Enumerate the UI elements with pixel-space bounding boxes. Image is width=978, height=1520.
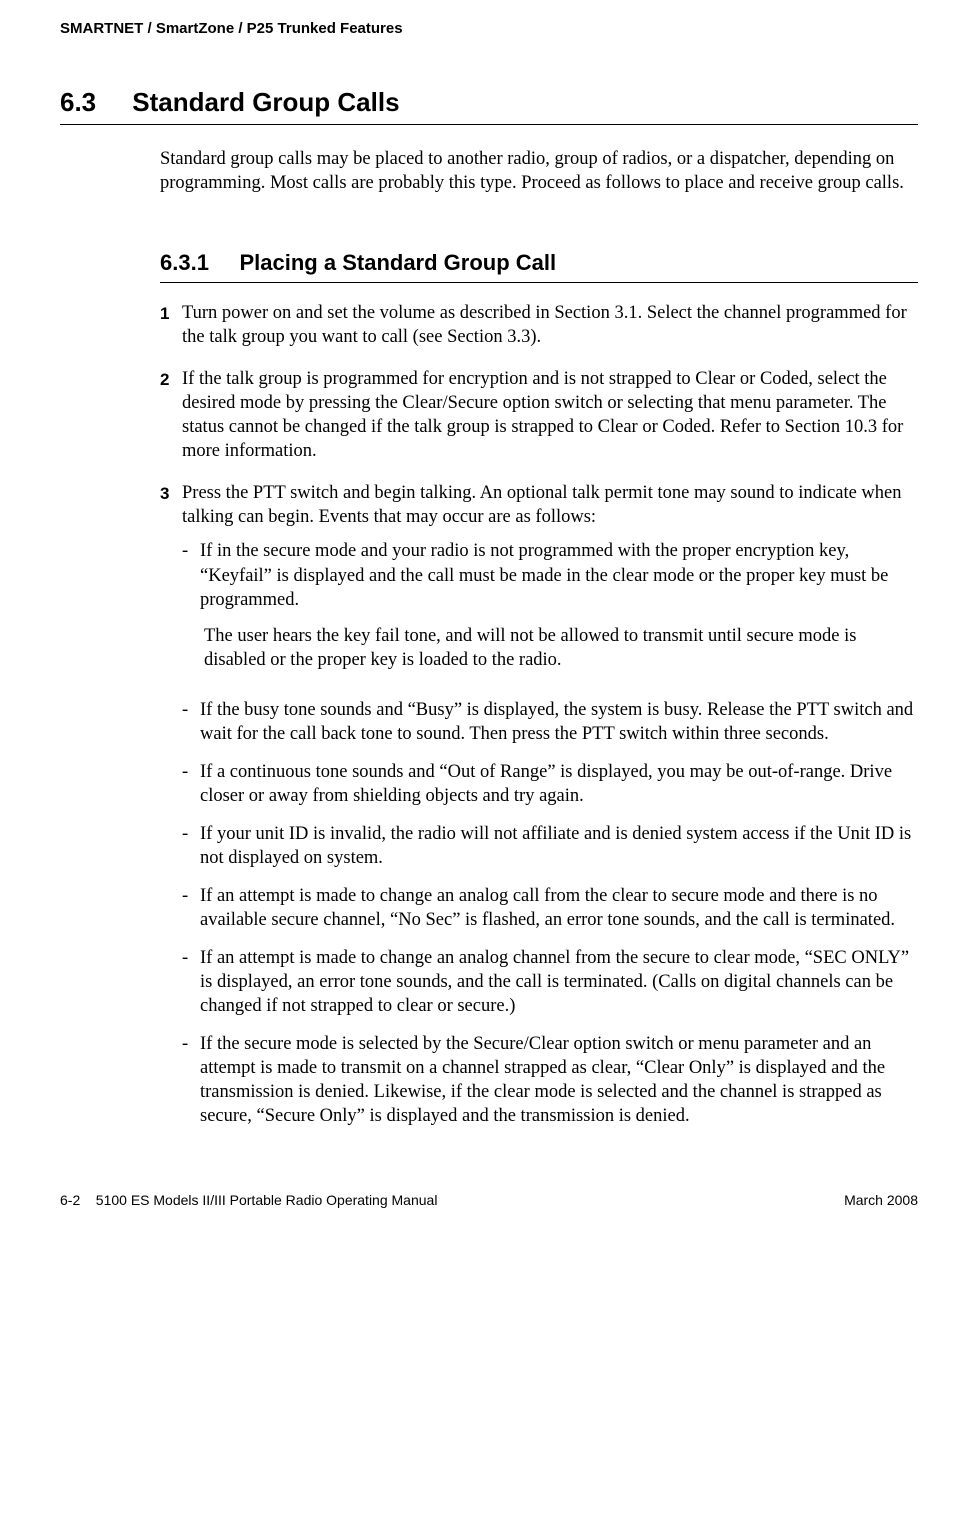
dash-item: - If the busy tone sounds and “Busy” is … [182, 698, 918, 746]
section-rule [60, 124, 918, 125]
dash-text: If in the secure mode and your radio is … [200, 541, 888, 609]
step: 2 If the talk group is programmed for en… [160, 367, 918, 463]
step-number: 1 [160, 301, 182, 349]
dash-bullet: - [182, 760, 200, 808]
footer-manual-title: 5100 ES Models II/III Portable Radio Ope… [96, 1192, 438, 1208]
subsection-rule [160, 282, 918, 283]
step: 3 Press the PTT switch and begin talking… [160, 481, 918, 1142]
subsection-number: 6.3.1 [160, 250, 209, 275]
step-text: If the talk group is programmed for encr… [182, 367, 918, 463]
dash-bullet: - [182, 539, 200, 683]
subsection-title: Placing a Standard Group Call [240, 250, 557, 275]
dash-text: If a continuous tone sounds and “Out of … [200, 760, 918, 808]
dash-bullet: - [182, 698, 200, 746]
step-text: Turn power on and set the volume as desc… [182, 301, 918, 349]
dash-bullet: - [182, 946, 200, 1018]
step-number: 3 [160, 481, 182, 1142]
section-intro: Standard group calls may be placed to an… [160, 147, 918, 195]
running-header: SMARTNET / SmartZone / P25 Trunked Featu… [60, 20, 918, 37]
dash-bullet: - [182, 822, 200, 870]
dash-item: - If the secure mode is selected by the … [182, 1032, 918, 1128]
dash-item: - If your unit ID is invalid, the radio … [182, 822, 918, 870]
dash-list: - If in the secure mode and your radio i… [182, 539, 918, 1128]
footer-page-number: 6-2 [60, 1192, 80, 1208]
section-number: 6.3 [60, 87, 96, 117]
step-number: 2 [160, 367, 182, 463]
subsection-heading: 6.3.1 Placing a Standard Group Call [160, 250, 918, 276]
dash-bullet: - [182, 1032, 200, 1128]
section-heading: 6.3 Standard Group Calls [60, 87, 918, 118]
dash-text: If an attempt is made to change an analo… [200, 946, 918, 1018]
page-footer: 6-2 5100 ES Models II/III Portable Radio… [60, 1192, 918, 1208]
page: SMARTNET / SmartZone / P25 Trunked Featu… [0, 0, 978, 1238]
dash-item: - If an attempt is made to change an ana… [182, 884, 918, 932]
section-title: Standard Group Calls [132, 87, 399, 117]
step-body: Press the PTT switch and begin talking. … [182, 481, 918, 1142]
dash-item: - If in the secure mode and your radio i… [182, 539, 918, 683]
dash-text: If the busy tone sounds and “Busy” is di… [200, 698, 918, 746]
step-text: Press the PTT switch and begin talking. … [182, 483, 902, 527]
dash-note: The user hears the key fail tone, and wi… [204, 624, 918, 672]
footer-left: 6-2 5100 ES Models II/III Portable Radio… [60, 1192, 437, 1208]
dash-text: If your unit ID is invalid, the radio wi… [200, 822, 918, 870]
footer-date: March 2008 [844, 1192, 918, 1208]
dash-bullet: - [182, 884, 200, 932]
dash-item: - If a continuous tone sounds and “Out o… [182, 760, 918, 808]
step: 1 Turn power on and set the volume as de… [160, 301, 918, 349]
dash-body: If in the secure mode and your radio is … [200, 539, 918, 683]
dash-item: - If an attempt is made to change an ana… [182, 946, 918, 1018]
dash-text: If an attempt is made to change an analo… [200, 884, 918, 932]
dash-text: If the secure mode is selected by the Se… [200, 1032, 918, 1128]
steps-list: 1 Turn power on and set the volume as de… [160, 301, 918, 1142]
